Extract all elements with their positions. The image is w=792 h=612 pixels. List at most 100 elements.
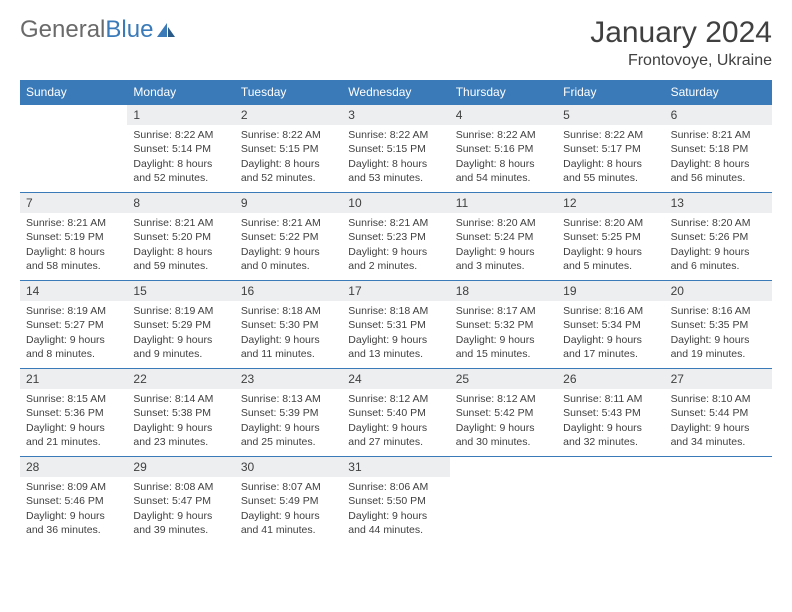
sunset-text: Sunset: 5:35 PM — [671, 318, 766, 332]
day-number: 14 — [20, 281, 127, 301]
daylight-text: Daylight: 9 hours — [348, 421, 443, 435]
daylight-text-2: and 21 minutes. — [26, 435, 121, 449]
daylight-text: Daylight: 9 hours — [133, 421, 228, 435]
day-cell: 5Sunrise: 8:22 AMSunset: 5:17 PMDaylight… — [557, 104, 664, 192]
location: Frontovoye, Ukraine — [590, 52, 772, 70]
daylight-text-2: and 32 minutes. — [563, 435, 658, 449]
sunrise-text: Sunrise: 8:19 AM — [133, 304, 228, 318]
day-info: Sunrise: 8:17 AMSunset: 5:32 PMDaylight:… — [450, 304, 557, 361]
day-number: 30 — [235, 457, 342, 477]
daylight-text-2: and 13 minutes. — [348, 347, 443, 361]
daylight-text-2: and 30 minutes. — [456, 435, 551, 449]
weekday-header: Monday — [127, 80, 234, 104]
day-info: Sunrise: 8:22 AMSunset: 5:16 PMDaylight:… — [450, 128, 557, 185]
calendar-grid: SundayMondayTuesdayWednesdayThursdayFrid… — [20, 80, 772, 544]
day-number: 11 — [450, 193, 557, 213]
daylight-text-2: and 59 minutes. — [133, 259, 228, 273]
day-cell: 4Sunrise: 8:22 AMSunset: 5:16 PMDaylight… — [450, 104, 557, 192]
daylight-text-2: and 25 minutes. — [241, 435, 336, 449]
day-number: 13 — [665, 193, 772, 213]
day-number: 23 — [235, 369, 342, 389]
day-info: Sunrise: 8:13 AMSunset: 5:39 PMDaylight:… — [235, 392, 342, 449]
daylight-text-2: and 19 minutes. — [671, 347, 766, 361]
daylight-text-2: and 39 minutes. — [133, 523, 228, 537]
day-cell: 15Sunrise: 8:19 AMSunset: 5:29 PMDayligh… — [127, 280, 234, 368]
daylight-text: Daylight: 9 hours — [241, 421, 336, 435]
sunset-text: Sunset: 5:39 PM — [241, 406, 336, 420]
day-number: 29 — [127, 457, 234, 477]
day-cell: 3Sunrise: 8:22 AMSunset: 5:15 PMDaylight… — [342, 104, 449, 192]
daylight-text-2: and 11 minutes. — [241, 347, 336, 361]
day-cell: 12 Sunrise: 8:20 AMSunset: 5:25 PMDayligh… — [557, 192, 664, 280]
daylight-text: Daylight: 9 hours — [348, 333, 443, 347]
daylight-text: Daylight: 9 hours — [671, 245, 766, 259]
sunrise-text: Sunrise: 8:21 AM — [241, 216, 336, 230]
day-info: Sunrise: 8:06 AMSunset: 5:50 PMDaylight:… — [342, 480, 449, 537]
logo-sail-icon — [155, 21, 177, 39]
daylight-text: Daylight: 9 hours — [241, 245, 336, 259]
day-number: 8 — [127, 193, 234, 213]
daylight-text-2: and 58 minutes. — [26, 259, 121, 273]
day-cell: 10Sunrise: 8:21 AMSunset: 5:23 PMDayligh… — [342, 192, 449, 280]
daylight-text: Daylight: 9 hours — [563, 245, 658, 259]
day-info: Sunrise: 8:09 AMSunset: 5:46 PMDaylight:… — [20, 480, 127, 537]
daylight-text: Daylight: 9 hours — [456, 421, 551, 435]
day-number: 12 — [557, 193, 664, 213]
day-number: 28 — [20, 457, 127, 477]
sunrise-text: Sunrise: 8:16 AM — [563, 304, 658, 318]
day-number: 24 — [342, 369, 449, 389]
sunrise-text: Sunrise: 8:12 AM — [456, 392, 551, 406]
day-cell: 11Sunrise: 8:20 AMSunset: 5:24 PMDayligh… — [450, 192, 557, 280]
sunrise-text: Sunrise: 8:19 AM — [26, 304, 121, 318]
daylight-text: Daylight: 9 hours — [133, 509, 228, 523]
day-info: Sunrise: 8:08 AMSunset: 5:47 PMDaylight:… — [127, 480, 234, 537]
sunset-text: Sunset: 5:22 PM — [241, 230, 336, 244]
sunrise-text: Sunrise: 8:06 AM — [348, 480, 443, 494]
daylight-text: Daylight: 9 hours — [456, 333, 551, 347]
daylight-text: Daylight: 9 hours — [241, 333, 336, 347]
sunrise-text: Sunrise: 8:16 AM — [671, 304, 766, 318]
sunset-text: Sunset: 5:40 PM — [348, 406, 443, 420]
day-cell: 27 Sunrise: 8:10 AMSunset: 5:44 PMDayligh… — [665, 368, 772, 456]
daylight-text: Daylight: 9 hours — [133, 333, 228, 347]
sunrise-text: Sunrise: 8:21 AM — [133, 216, 228, 230]
day-cell: 8Sunrise: 8:21 AMSunset: 5:20 PMDaylight… — [127, 192, 234, 280]
sunrise-text: Sunrise: 8:20 AM — [671, 216, 766, 230]
daylight-text: Daylight: 8 hours — [348, 157, 443, 171]
sunset-text: Sunset: 5:25 PM — [563, 230, 658, 244]
sunset-text: Sunset: 5:24 PM — [456, 230, 551, 244]
sunset-text: Sunset: 5:36 PM — [26, 406, 121, 420]
daylight-text: Daylight: 8 hours — [241, 157, 336, 171]
day-info: Sunrise: 8:10 AMSunset: 5:44 PMDaylight:… — [665, 392, 772, 449]
weekday-header: Friday — [557, 80, 664, 104]
sunset-text: Sunset: 5:31 PM — [348, 318, 443, 332]
day-number: 2 — [235, 105, 342, 125]
day-number: 19 — [557, 281, 664, 301]
day-number: 21 — [20, 369, 127, 389]
day-info: Sunrise: 8:22 AMSunset: 5:17 PMDaylight:… — [557, 128, 664, 185]
sunset-text: Sunset: 5:46 PM — [26, 494, 121, 508]
day-cell: 30 Sunrise: 8:07 AMSunset: 5:49 PMDayligh… — [235, 456, 342, 544]
sunset-text: Sunset: 5:23 PM — [348, 230, 443, 244]
sunrise-text: Sunrise: 8:22 AM — [563, 128, 658, 142]
sunset-text: Sunset: 5:32 PM — [456, 318, 551, 332]
day-info: Sunrise: 8:07 AMSunset: 5:49 PMDaylight:… — [235, 480, 342, 537]
day-number: 27 — [665, 369, 772, 389]
day-info: Sunrise: 8:20 AMSunset: 5:25 PMDaylight:… — [557, 216, 664, 273]
day-number: 7 — [20, 193, 127, 213]
logo-text-2: Blue — [105, 16, 153, 43]
day-cell: 6Sunrise: 8:21 AMSunset: 5:18 PMDaylight… — [665, 104, 772, 192]
sunset-text: Sunset: 5:17 PM — [563, 142, 658, 156]
day-info: Sunrise: 8:21 AMSunset: 5:18 PMDaylight:… — [665, 128, 772, 185]
day-info: Sunrise: 8:12 AMSunset: 5:42 PMDaylight:… — [450, 392, 557, 449]
sunrise-text: Sunrise: 8:22 AM — [133, 128, 228, 142]
sunset-text: Sunset: 5:38 PM — [133, 406, 228, 420]
sunrise-text: Sunrise: 8:21 AM — [26, 216, 121, 230]
sunrise-text: Sunrise: 8:14 AM — [133, 392, 228, 406]
daylight-text-2: and 6 minutes. — [671, 259, 766, 273]
day-cell: 28 Sunrise: 8:09 AMSunset: 5:46 PMDayligh… — [20, 456, 127, 544]
day-info: Sunrise: 8:16 AMSunset: 5:35 PMDaylight:… — [665, 304, 772, 361]
day-info: Sunrise: 8:18 AMSunset: 5:30 PMDaylight:… — [235, 304, 342, 361]
day-cell: 19Sunrise: 8:16 AMSunset: 5:34 PMDayligh… — [557, 280, 664, 368]
sunrise-text: Sunrise: 8:22 AM — [348, 128, 443, 142]
